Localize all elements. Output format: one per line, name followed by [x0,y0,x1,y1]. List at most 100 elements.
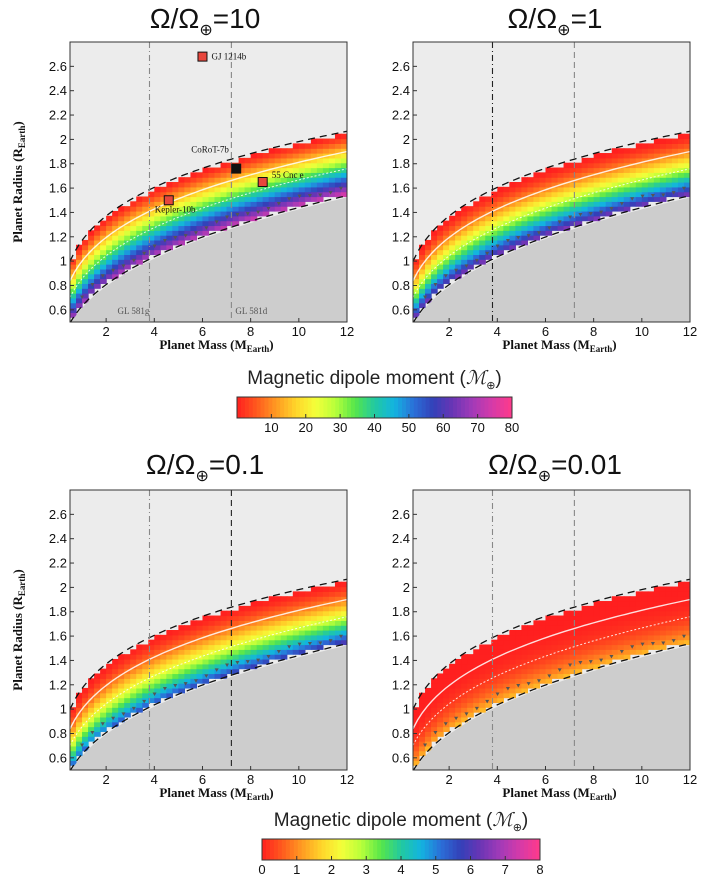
colorbar-segment [464,397,470,418]
colorbar-tick-label: 80 [505,420,519,435]
heatmap-cell [605,644,613,650]
colorbar-title: Magnetic dipole moment (ℳ⊕) [274,809,528,834]
heatmap-cell [190,172,198,178]
heatmap-cell [118,692,125,699]
heatmap-cell [611,191,619,198]
heatmap-cell [112,697,119,704]
heatmap-cell [190,230,198,236]
heatmap-cell [593,201,601,207]
heatmap-cell [238,172,246,178]
heatmap-cell [94,702,101,708]
heatmap-cell [497,678,504,684]
colorbar-segment [413,397,419,418]
marker-triangle [100,722,105,726]
heatmap-cell [665,182,673,188]
heatmap-cell [545,196,553,202]
heatmap-cell [497,235,504,241]
marker-triangle [307,194,312,198]
heatmap-cell [425,707,432,713]
marker-triangle [318,641,323,645]
heatmap-cell [214,649,222,655]
heatmap-cell [226,206,234,212]
marker-triangle [588,660,593,664]
heatmap-cell [202,678,210,684]
heatmap-cell [665,615,673,621]
heatmap-cell [653,186,661,193]
heatmap-cell [334,191,342,198]
heatmap-cell [100,225,107,231]
heatmap-cell [455,230,462,236]
colorbar-segment [366,397,372,418]
heatmap-cell [268,148,276,154]
heatmap-cell [473,649,480,655]
heatmap-cell [521,230,529,236]
y-tick-label: 2.4 [392,83,410,98]
heatmap-cell [623,157,631,164]
heatmap-cell [677,630,685,636]
heatmap-cell [431,239,438,246]
heatmap-cell [665,591,673,597]
heatmap-cell [154,673,161,679]
x-tick-label: 12 [683,324,697,339]
marker-triangle [547,226,552,230]
heatmap-cell [190,206,198,212]
heatmap-cell [509,668,516,675]
heatmap-cell [665,172,673,178]
heatmap-cell [533,201,541,207]
heatmap-cell [677,620,685,626]
heatmap-cell [292,649,300,655]
heatmap-cell [581,605,589,612]
heatmap-cell [509,687,516,694]
heatmap-cell [569,182,577,188]
colorbar-segment [492,397,497,418]
heatmap-cell [653,596,661,602]
heatmap-cell [425,731,432,737]
heatmap-cell [304,167,312,173]
heatmap-cell [491,201,498,207]
marker-triangle [609,207,614,211]
heatmap-cell [94,678,101,684]
heatmap-cell [178,201,186,207]
colorbar-segment [476,397,482,418]
heatmap-cell [220,668,228,675]
heatmap-cell [238,663,246,670]
heatmap-cell [286,615,294,621]
heatmap-cell [437,712,444,718]
heatmap-cell [479,210,486,217]
heatmap-cell [214,639,222,646]
heatmap-cell [425,297,432,304]
heatmap-cell [280,639,288,646]
heatmap-cell [635,153,643,159]
heatmap-cell [256,191,264,198]
marker-triangle [90,731,95,735]
heatmap-cell [605,649,613,655]
colorbar-tick-label: 50 [402,420,416,435]
heatmap-cell [292,644,300,650]
heatmap-cell [461,687,468,694]
heatmap-cell [677,177,685,183]
heatmap-cell [497,668,504,675]
heatmap-cell [268,201,276,207]
y-tick-label: 2.2 [392,556,410,571]
heatmap-cell [575,615,583,621]
heatmap-cell [545,186,553,193]
heatmap-cell [641,157,649,164]
heatmap-cell [671,148,679,154]
heatmap-cell [557,186,565,193]
heatmap-cell [214,196,222,202]
heatmap-cell [449,215,456,222]
heatmap-cell [184,186,192,193]
heatmap-cell [154,230,161,236]
heatmap-cell [124,254,131,260]
heatmap-cell [647,186,655,193]
heatmap-cell [250,201,258,207]
heatmap-cell [509,663,516,670]
heatmap-cell [274,615,282,621]
heatmap-cell [238,162,246,169]
heatmap-cell [497,649,504,655]
heatmap-cell [539,172,547,178]
heatmap-cell [515,182,522,188]
heatmap-cell [437,230,444,236]
marker-triangle [287,197,292,201]
heatmap-cell [593,177,601,183]
